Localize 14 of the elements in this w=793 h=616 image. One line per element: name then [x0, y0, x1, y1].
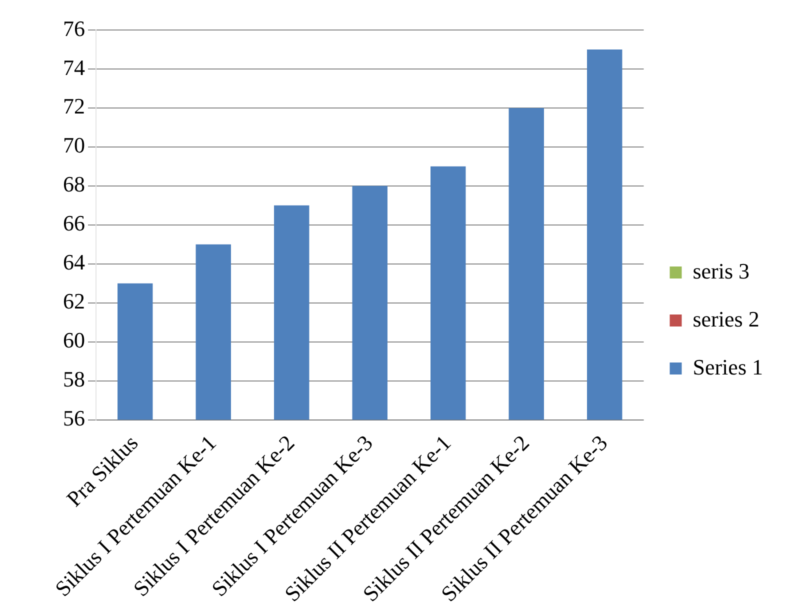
legend-label: Series 1 [692, 354, 763, 380]
legend-label: series 2 [692, 306, 760, 332]
y-tick-label: 58 [63, 366, 85, 392]
y-tick-label: 74 [63, 54, 85, 80]
y-tick-label: 56 [63, 406, 85, 431]
y-tick-label: 70 [63, 132, 85, 158]
y-tick-label: 60 [63, 328, 85, 353]
y-tick-label: 68 [63, 172, 85, 197]
y-tick-label: 66 [63, 210, 85, 236]
y-tick-label: 76 [63, 16, 85, 41]
legend-label: seris 3 [692, 258, 750, 284]
y-tick-label: 72 [63, 94, 85, 119]
y-tick-label: 62 [63, 288, 85, 314]
y-tick-label: 64 [63, 250, 85, 275]
